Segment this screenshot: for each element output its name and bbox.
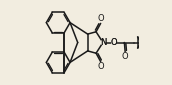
Text: O: O — [97, 62, 104, 71]
Text: O: O — [110, 38, 117, 47]
Text: N: N — [100, 38, 106, 47]
Circle shape — [101, 41, 105, 44]
Circle shape — [112, 41, 116, 44]
Text: O: O — [97, 14, 104, 23]
Text: O: O — [122, 52, 128, 61]
Text: N: N — [100, 38, 106, 47]
Text: O: O — [110, 38, 117, 47]
